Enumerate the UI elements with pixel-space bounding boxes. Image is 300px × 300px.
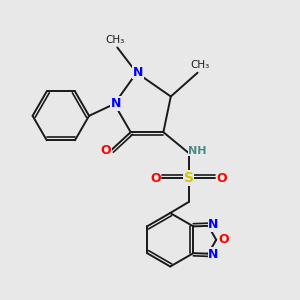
Text: O: O <box>101 143 111 157</box>
Text: N: N <box>133 66 143 79</box>
Text: N: N <box>111 97 121 110</box>
Text: O: O <box>150 172 161 185</box>
Text: CH₃: CH₃ <box>105 35 124 45</box>
Text: CH₃: CH₃ <box>190 60 210 70</box>
Text: O: O <box>218 233 229 246</box>
Text: NH: NH <box>188 146 207 156</box>
Text: N: N <box>208 248 219 261</box>
Text: S: S <box>184 171 194 185</box>
Text: N: N <box>208 218 219 232</box>
Text: O: O <box>217 172 227 185</box>
